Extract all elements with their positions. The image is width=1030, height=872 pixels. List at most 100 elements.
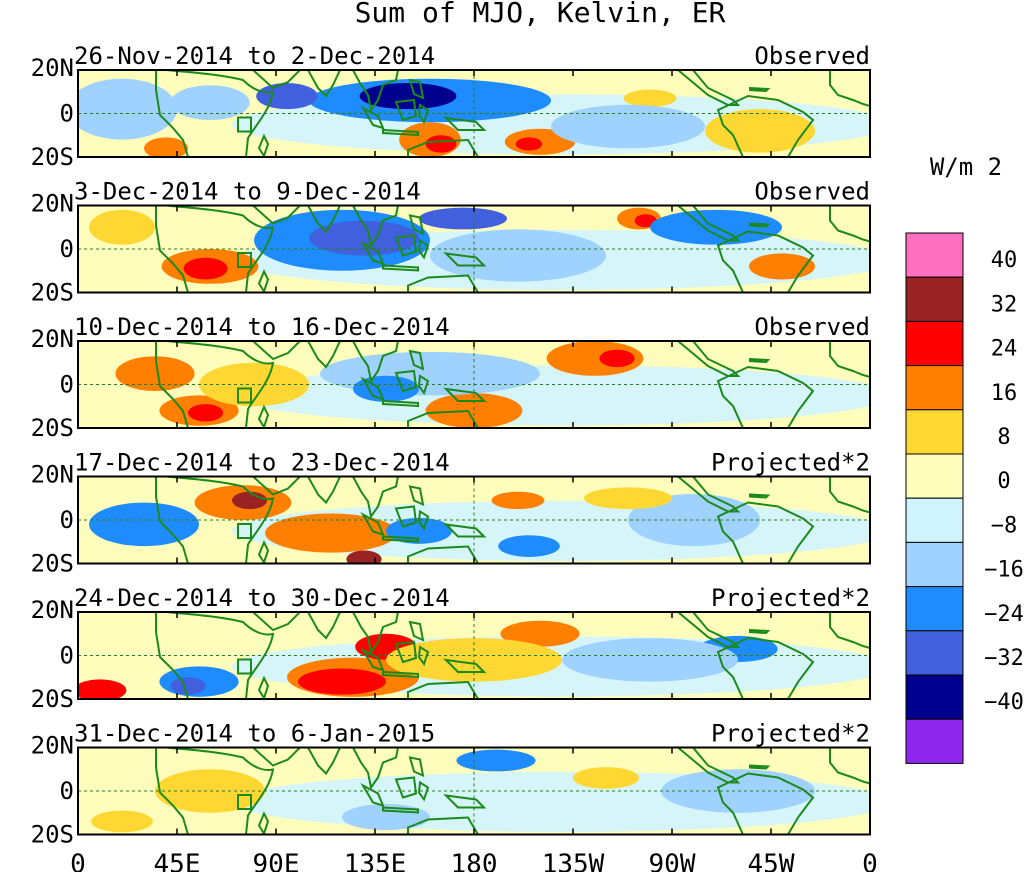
anomaly-contour xyxy=(170,85,250,121)
lon-label: 90E xyxy=(253,850,300,872)
lat-label: 0 xyxy=(60,506,74,534)
panel-status: Observed xyxy=(754,42,870,70)
panel-status: Projected*2 xyxy=(711,449,870,477)
index-region-box xyxy=(237,658,252,675)
anomaly-contour xyxy=(705,109,815,153)
map-panel: 3-Dec-2014 to 9-Dec-2014 Observed 20N 0 20S xyxy=(31,178,871,307)
colorbar-swatch xyxy=(905,718,964,764)
colorbar-swatch xyxy=(905,674,964,720)
anomaly-contour xyxy=(584,487,672,510)
lat-label: 0 xyxy=(60,100,74,128)
anomaly-contour xyxy=(623,89,677,107)
colorbar-label: 32 xyxy=(991,292,1018,317)
anomaly-contour xyxy=(265,513,397,553)
colorbar-label: −40 xyxy=(984,690,1024,715)
colorbar-swatch xyxy=(905,586,964,632)
anomaly-contour xyxy=(144,137,188,157)
index-region-box xyxy=(237,116,252,133)
anomaly-contour xyxy=(89,502,199,547)
map-area xyxy=(78,341,870,428)
colorbar-units: W/m 2 xyxy=(930,153,1002,181)
map-panel: 10-Dec-2014 to 16-Dec-2014 Observed 20N 0 20… xyxy=(31,313,871,442)
lon-label: 90W xyxy=(649,850,696,872)
colorbar: W/m 2 40 32 24 16 8 0 −8 −16 −24 −32 −40 xyxy=(905,153,1024,764)
colorbar-label: −32 xyxy=(984,646,1024,671)
colorbar-swatch xyxy=(905,630,964,676)
anomaly-contour xyxy=(386,638,562,682)
anomaly-contour xyxy=(456,749,536,772)
colorbar-label: 0 xyxy=(997,469,1010,494)
map-panel: 17-Dec-2014 to 23-Dec-2014 Projected*2 20N… xyxy=(31,449,871,578)
index-region-box xyxy=(237,252,252,268)
lon-label: 0 xyxy=(862,850,878,872)
lat-label: 20N xyxy=(31,461,74,489)
colorbar-swatch xyxy=(905,453,964,499)
lat-label: 0 xyxy=(60,371,74,399)
anomaly-contour xyxy=(115,356,195,392)
colorbar-swatch xyxy=(905,409,964,455)
colorbar-swatch xyxy=(905,320,964,367)
panel-period: 24-Dec-2014 to 30-Dec-2014 xyxy=(74,584,450,612)
anomaly-contour xyxy=(419,207,507,230)
anomaly-contour xyxy=(491,491,545,510)
panel-status: Observed xyxy=(754,313,870,341)
lat-label: 20N xyxy=(31,54,74,82)
lat-label: 20S xyxy=(31,685,74,713)
anomaly-contour xyxy=(628,493,760,547)
anomaly-contour xyxy=(425,135,457,153)
colorbar-label: −24 xyxy=(984,602,1024,627)
lon-label: 135W xyxy=(542,850,605,872)
panel-period: 26-Nov-2014 to 2-Dec-2014 xyxy=(74,42,435,70)
anomaly-contour xyxy=(634,214,657,228)
lon-label: 45W xyxy=(748,850,795,872)
anomaly-contour xyxy=(346,550,382,564)
colorbar-swatch xyxy=(905,232,964,278)
anomaly-contour xyxy=(573,767,639,789)
panel-status: Projected*2 xyxy=(711,720,870,748)
lat-label: 20N xyxy=(31,190,74,218)
lon-label: 45E xyxy=(154,850,201,872)
map-area xyxy=(78,476,870,564)
panels: 26-Nov-2014 to 2-Dec-2014 Observed 20N 0 20S… xyxy=(31,42,871,849)
index-region-box xyxy=(237,794,252,810)
colorbar-label: −8 xyxy=(991,513,1018,538)
anomaly-contour xyxy=(298,668,386,695)
index-region-box xyxy=(237,387,252,404)
anomaly-contour xyxy=(342,804,430,831)
anomaly-contour xyxy=(309,220,419,256)
colorbar-label: −16 xyxy=(984,558,1024,583)
lat-label: 20N xyxy=(31,596,74,624)
lon-label: 135E xyxy=(344,850,407,872)
colorbar-label: 16 xyxy=(991,381,1018,406)
anomaly-contour xyxy=(256,83,318,110)
panel-period: 31-Dec-2014 to 6-Jan-2015 xyxy=(74,720,435,748)
lat-label: 20S xyxy=(31,414,74,442)
panel-status: Observed xyxy=(754,178,870,206)
anomaly-contour xyxy=(546,341,644,376)
anomaly-contour xyxy=(170,677,206,695)
panel-period: 3-Dec-2014 to 9-Dec-2014 xyxy=(74,178,421,206)
lat-label: 0 xyxy=(60,642,74,670)
lon-label: 180 xyxy=(451,850,498,872)
colorbar-swatch xyxy=(905,276,964,322)
map-area xyxy=(78,205,870,293)
colorbar-swatch xyxy=(905,365,964,411)
anomaly-contour xyxy=(78,679,127,699)
lat-label: 0 xyxy=(60,235,74,263)
anomaly-contour xyxy=(551,104,705,149)
figure-title: Sum of MJO, Kelvin, ER xyxy=(355,0,726,29)
panel-period: 17-Dec-2014 to 23-Dec-2014 xyxy=(74,449,450,477)
anomaly-contour xyxy=(562,638,738,682)
anomaly-contour xyxy=(359,83,457,110)
anomaly-contour xyxy=(425,393,523,428)
map-area xyxy=(78,747,870,835)
anomaly-contour xyxy=(515,137,543,151)
map-panel: 26-Nov-2014 to 2-Dec-2014 Observed 20N 0 20S xyxy=(31,42,871,171)
panel-period: 10-Dec-2014 to 16-Dec-2014 xyxy=(74,313,450,341)
anomaly-contour xyxy=(749,253,815,280)
anomaly-contour xyxy=(599,349,635,368)
map-area xyxy=(78,70,870,157)
colorbar-label: 40 xyxy=(991,248,1018,273)
colorbar-swatch xyxy=(905,541,964,588)
